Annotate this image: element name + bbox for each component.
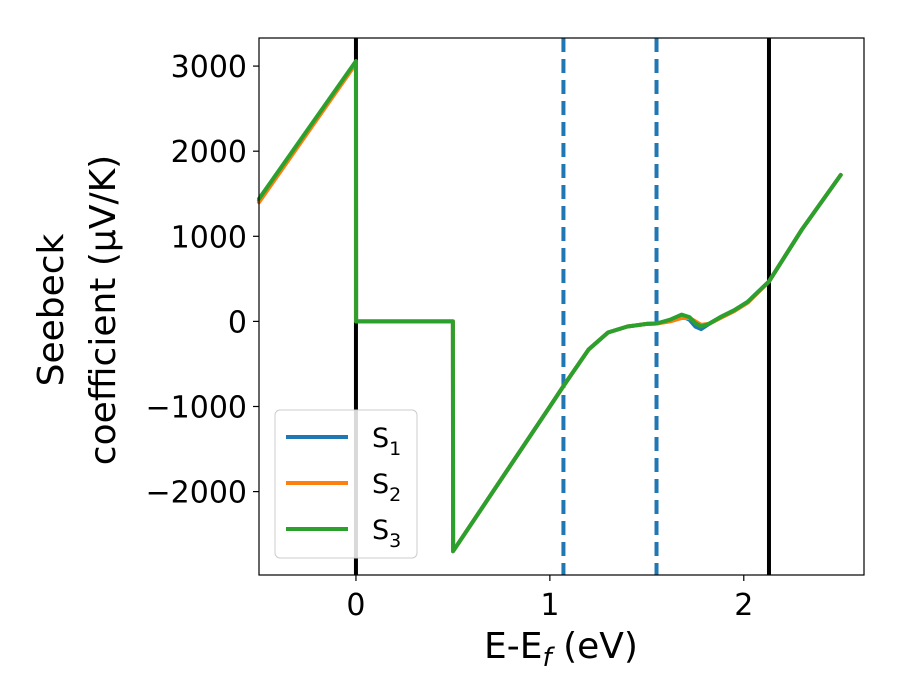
y-axis-label: Seebeck coefficient (μV/K) [31,155,124,465]
x-tick-label: 1 [540,588,559,623]
legend-label-s1: S1 [372,423,401,460]
axis-ticks: 0 1 2 −2000 −1000 0 1000 2000 3000 [146,50,754,623]
legend-label-s2: S2 [372,469,401,506]
y-axis-label-line1: Seebeck [31,233,72,386]
series-lines [257,59,843,554]
y-tick-label: −2000 [146,476,247,511]
reference-lines [353,38,771,575]
x-axis-label: E-Ef (eV) [484,626,638,673]
y-axis-label-line2: coefficient (μV/K) [83,155,124,465]
series-line-s3 [257,59,843,554]
x-tick-label: 2 [734,588,753,623]
x-tick-label: 0 [346,588,365,623]
y-tick-label: 3000 [171,50,247,85]
y-tick-label: 1000 [171,220,247,255]
y-tick-label: −1000 [146,390,247,425]
y-tick-label: 2000 [171,135,247,170]
legend: S1 S2 S3 [274,409,418,559]
legend-label-s3: S3 [372,515,401,552]
plot-frame [258,37,865,576]
y-tick-label: 0 [228,305,247,340]
